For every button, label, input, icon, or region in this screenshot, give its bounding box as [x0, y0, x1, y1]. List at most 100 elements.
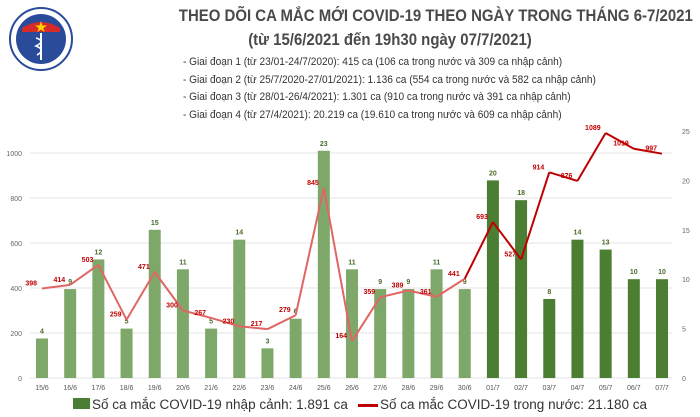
x-tick-label: 15/6 — [35, 385, 49, 392]
line-segment — [41, 283, 71, 290]
legend-line-swatch — [358, 404, 378, 407]
right-axis-tick: 15 — [682, 228, 690, 235]
right-axis-tick: 0 — [682, 376, 686, 383]
bar — [402, 289, 415, 378]
bar — [289, 318, 302, 378]
line-segment — [633, 147, 663, 155]
line-segment — [408, 289, 437, 298]
bar-label: 5 — [125, 319, 129, 326]
x-tick-label: 05/7 — [599, 385, 613, 392]
bar — [36, 338, 48, 378]
right-axis-tick: 25 — [682, 129, 690, 136]
bar-label: 9 — [406, 279, 410, 286]
line-segment — [322, 187, 353, 342]
line-label: 230 — [223, 318, 235, 325]
bar-label: 5 — [209, 319, 213, 326]
line-label: 441 — [448, 271, 460, 278]
x-tick-label: 29/6 — [430, 385, 444, 392]
line-segment — [182, 309, 212, 319]
line-label: 414 — [53, 277, 65, 284]
bar — [627, 279, 640, 378]
line-segment — [463, 221, 494, 280]
line-label: 217 — [251, 321, 263, 328]
x-tick-label: 25/6 — [317, 385, 331, 392]
phase-summary: - Giai đoạn 1 (từ 23/01-24/7/2020): 415 … — [183, 54, 596, 124]
bar — [430, 269, 443, 378]
x-tick-label: 28/6 — [402, 385, 416, 392]
line-label: 471 — [138, 264, 150, 271]
bar-label: 8 — [547, 289, 551, 296]
bar — [64, 289, 77, 378]
line-segment — [379, 289, 409, 299]
line-label: 914 — [533, 164, 545, 171]
ministry-of-health-logo — [9, 7, 73, 71]
bar — [458, 289, 471, 378]
line-label: 527 — [504, 251, 516, 258]
x-tick-label: 01/7 — [486, 385, 500, 392]
left-axis-tick: 200 — [10, 331, 22, 338]
bar-label: 20 — [489, 170, 497, 177]
x-tick-label: 02/7 — [514, 385, 528, 392]
bar — [374, 289, 387, 378]
line-segment — [125, 271, 156, 321]
line-label: 389 — [392, 282, 404, 289]
bar — [205, 328, 218, 378]
x-tick-label: 24/6 — [289, 385, 303, 392]
x-tick-label: 20/6 — [176, 385, 190, 392]
x-tick-label: 04/7 — [571, 385, 585, 392]
line-segment — [492, 221, 522, 261]
line-label: 398 — [25, 280, 37, 287]
line-segment — [210, 316, 240, 328]
x-tick-label: 23/6 — [261, 385, 275, 392]
bar-label: 10 — [658, 269, 666, 276]
line-segment — [294, 187, 325, 316]
line-label: 259 — [110, 312, 122, 319]
left-axis-tick: 1000 — [6, 151, 22, 158]
bar-label: 11 — [433, 259, 441, 266]
phase-4: - Giai đoạn 4 (từ 27/4/2021): 20.219 ca … — [183, 108, 562, 121]
line-label: 1019 — [613, 141, 629, 148]
x-tick-label: 27/6 — [373, 385, 387, 392]
bar — [233, 239, 246, 378]
line-label: 359 — [363, 289, 375, 296]
x-tick-label: 18/6 — [120, 385, 134, 392]
bar-label: 13 — [602, 240, 610, 247]
line-segment — [520, 172, 551, 260]
line-label: 876 — [561, 173, 573, 180]
x-tick-label: 19/6 — [148, 385, 162, 392]
phase-2: - Giai đoạn 2 (từ 25/7/2020-27/01/2021):… — [183, 73, 596, 86]
legend-bar-label: Số ca mắc COVID-19 nhập cảnh: 1.891 ca — [92, 397, 348, 412]
bar — [148, 229, 161, 378]
bar — [176, 269, 189, 378]
bar-label: 9 — [378, 279, 382, 286]
left-axis-tick: 600 — [10, 241, 22, 248]
bar — [486, 180, 499, 378]
line-label: 845 — [307, 180, 319, 187]
right-axis-tick: 20 — [682, 178, 690, 185]
left-axis-tick: 0 — [18, 376, 22, 383]
line-segment — [548, 171, 578, 182]
x-tick-label: 16/6 — [63, 385, 77, 392]
x-tick-label: 07/7 — [655, 385, 669, 392]
right-axis-tick: 10 — [682, 277, 690, 284]
bar — [120, 328, 133, 378]
line-segment — [97, 264, 128, 321]
bar — [317, 150, 330, 378]
phase-3: - Giai đoạn 3 (từ 28/01-26/4/2021): 1.30… — [183, 91, 571, 103]
line-label: 361 — [420, 289, 432, 296]
bar-label: 23 — [320, 141, 328, 148]
x-tick-label: 30/6 — [458, 385, 472, 392]
x-tick-label: 22/6 — [232, 385, 246, 392]
left-axis-tick: 800 — [10, 196, 22, 203]
x-tick-label: 06/7 — [627, 385, 641, 392]
chart-plot: 0 200 400 600 800 1000 0 5 10 15 20 25 4 15/6 9 16/6 12 1… — [6, 125, 690, 392]
line-segment — [351, 296, 382, 342]
bar — [346, 269, 358, 378]
bar-label: 11 — [348, 259, 356, 266]
line-label: 693 — [476, 214, 488, 221]
line-segment — [436, 277, 466, 298]
bar — [599, 249, 612, 378]
line-segment — [239, 325, 268, 331]
legend-line: Số ca mắc COVID-19 trong nước: 21.180 ca — [358, 397, 647, 412]
